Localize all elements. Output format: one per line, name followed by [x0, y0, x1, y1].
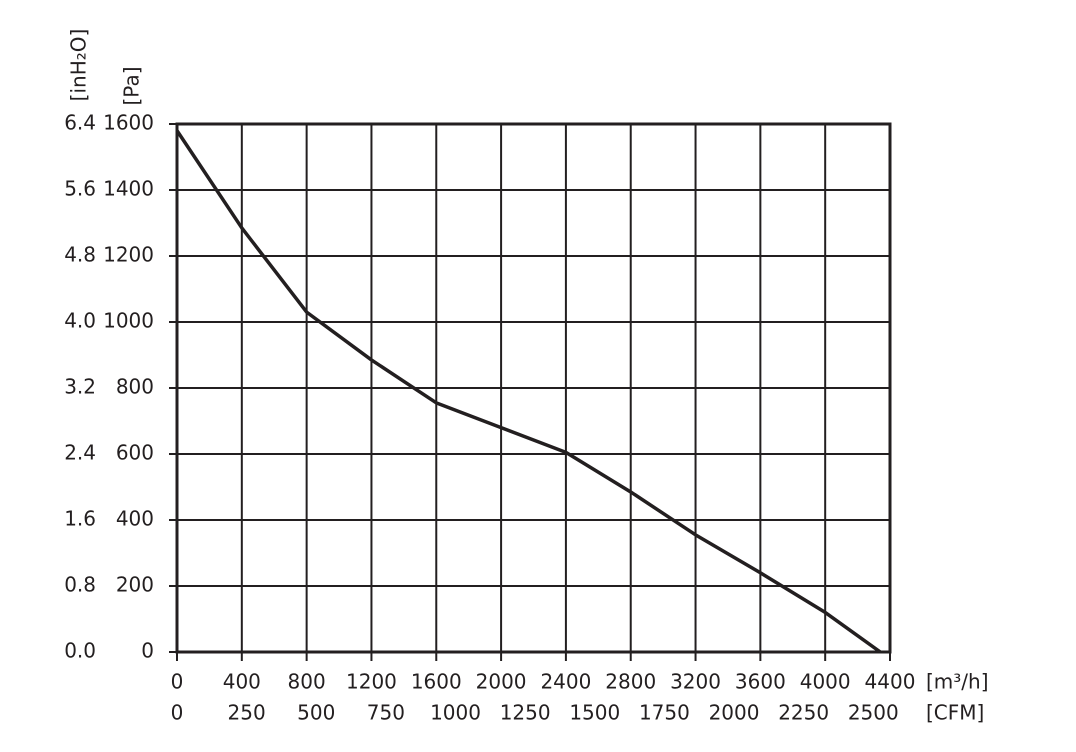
x-tick-label: 2400: [540, 670, 591, 694]
curve: [175, 129, 882, 654]
y2-tick-label: 4.0: [64, 309, 96, 333]
x-tick-label: 2000: [476, 670, 527, 694]
x-tick-label: 1600: [411, 670, 462, 694]
plot-frame: [175, 122, 892, 654]
y-tick-label: 400: [116, 507, 154, 531]
y-tick-label: 800: [116, 375, 154, 399]
x2-tick-label: 250: [228, 701, 266, 725]
x2-tick-label: 1000: [430, 701, 481, 725]
y2-axis-label: [inH₂O]: [67, 29, 91, 102]
y2-tick-label: 6.4: [64, 111, 96, 135]
x2-tick-label: 2250: [778, 701, 829, 725]
y2-tick-label: 2.4: [64, 441, 96, 465]
x2-tick-label: 2000: [709, 701, 760, 725]
y-tick-label: 1000: [103, 309, 154, 333]
x-tick-label: 800: [288, 670, 326, 694]
y2-tick-label: 5.6: [64, 177, 96, 201]
y-axis-label: [Pa]: [120, 66, 144, 105]
y2-tick-label: 3.2: [64, 375, 96, 399]
y-tick-label: 600: [116, 441, 154, 465]
x2-tick-label: 1750: [639, 701, 690, 725]
x2-tick-label: 1250: [500, 701, 551, 725]
x2-tick-label: 0: [171, 701, 184, 725]
y2-tick-label: 0.8: [64, 573, 96, 597]
x2-axis-label: [CFM]: [926, 701, 984, 725]
x-tick-label: 2800: [605, 670, 656, 694]
x-tick-label: 4000: [800, 670, 851, 694]
x-tick-label: 3600: [735, 670, 786, 694]
y2-tick-label: 1.6: [64, 507, 96, 531]
x-axis-label: [m³/h]: [926, 670, 989, 694]
y-tick-label: 200: [116, 573, 154, 597]
x2-tick-label: 750: [367, 701, 405, 725]
y2-tick-label: 4.8: [64, 243, 96, 267]
y-tick-label: 1200: [103, 243, 154, 267]
x-tick-label: 3200: [670, 670, 721, 694]
y-tick-label: 0: [141, 639, 154, 663]
x2-tick-label: 1500: [569, 701, 620, 725]
y-tick-label: 1600: [103, 111, 154, 135]
y-tick-label: 1400: [103, 177, 154, 201]
x-tick-label: 0: [171, 670, 184, 694]
y2-tick-label: 0.0: [64, 639, 96, 663]
x-tick-label: 1200: [346, 670, 397, 694]
x2-tick-label: 500: [297, 701, 335, 725]
x-tick-label: 400: [223, 670, 261, 694]
x-tick-label: 4400: [865, 670, 916, 694]
x2-tick-label: 2500: [848, 701, 899, 725]
